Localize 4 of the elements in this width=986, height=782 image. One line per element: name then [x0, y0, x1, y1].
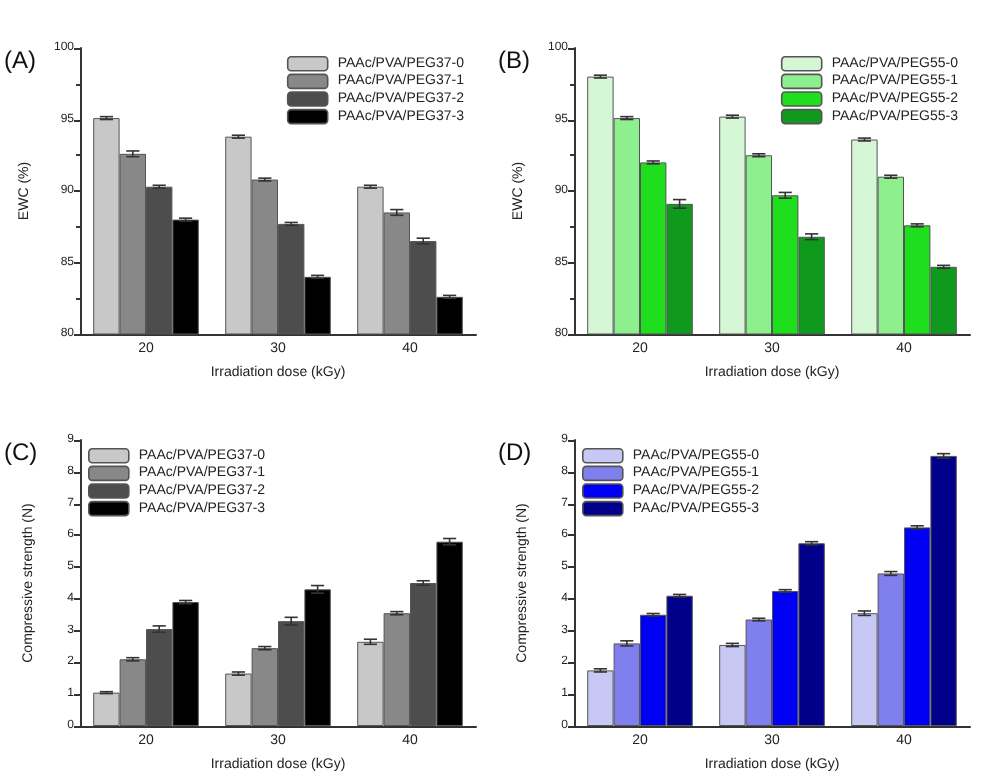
text: (B): [498, 46, 530, 74]
text: (A): [4, 46, 36, 74]
text: (C): [4, 438, 38, 466]
text: (D): [498, 438, 532, 466]
